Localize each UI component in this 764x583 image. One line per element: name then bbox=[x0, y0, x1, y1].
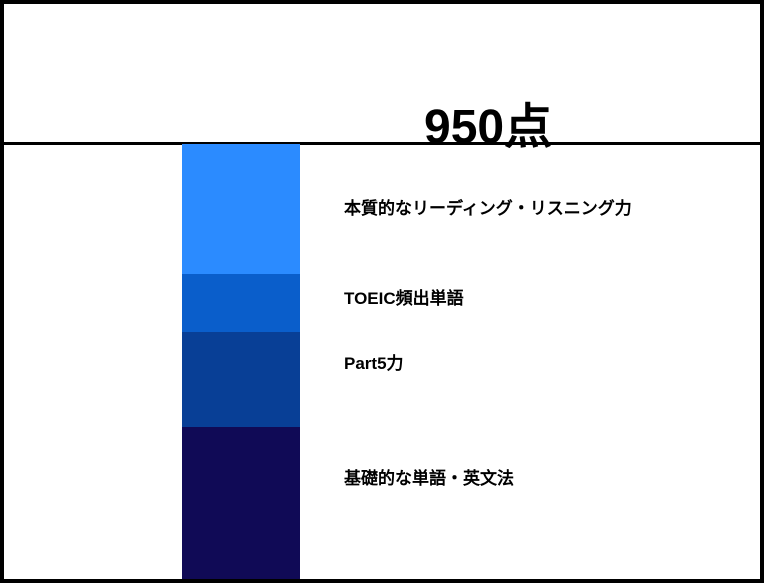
diagram-frame: 950点 本質的なリーディング・リスニング力 TOEIC頻出単語 Part5力 … bbox=[0, 0, 764, 583]
stacked-bar bbox=[182, 144, 300, 583]
segment-label-3: 基礎的な単語・英文法 bbox=[344, 464, 514, 489]
segment-1 bbox=[182, 274, 300, 332]
goal-line bbox=[4, 142, 760, 145]
segment-3 bbox=[182, 427, 300, 583]
segment-2 bbox=[182, 332, 300, 427]
segment-0 bbox=[182, 144, 300, 274]
segment-label-2: Part5力 bbox=[344, 349, 404, 374]
segment-label-1: TOEIC頻出単語 bbox=[344, 284, 464, 309]
goal-label: 950点 bbox=[424, 104, 552, 152]
segment-label-0: 本質的なリーディング・リスニング力 bbox=[344, 194, 632, 219]
